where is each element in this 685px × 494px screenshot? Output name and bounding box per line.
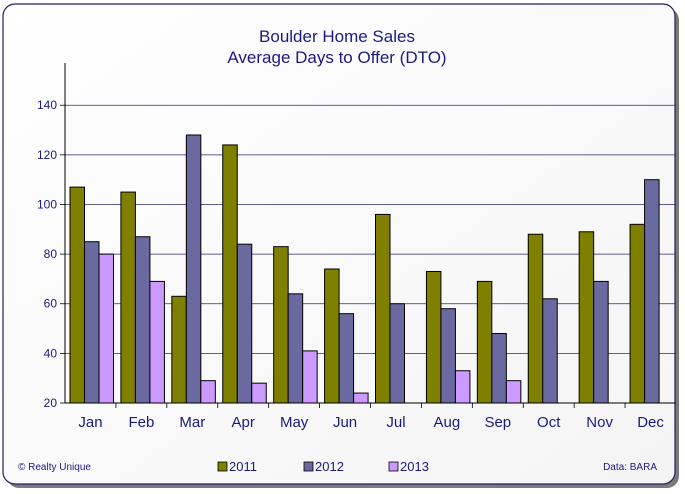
bar-2013-mar [200,380,216,404]
y-tick-label: 40 [44,346,58,360]
x-tick-label: Nov [586,414,613,431]
plot-area: 20 40 60 80 100 120 140 Jan Feb Mar Apr May Jun Jul Au… [37,63,676,431]
x-tick-label: Jun [333,414,357,431]
x-tick-label: Apr [232,414,255,431]
chart-title: Boulder Home Sales [259,27,415,46]
bar-2011-jun [324,268,340,404]
legend-label-2011: 2011 [229,459,257,474]
y-tick-label: 20 [44,396,58,410]
copyright-text: © Realty Unique [18,462,91,473]
bar-2013-jun [353,392,369,404]
chart-subtitle: Average Days to Offer (DTO) [227,48,446,67]
x-tick-label: Oct [537,414,561,431]
bar-2012-oct [542,298,558,404]
bar-2012-apr [236,243,253,404]
bar-2011-apr [222,144,238,404]
bar-2012-jun [338,313,355,404]
x-tick-label: May [280,414,309,431]
bar-2011-aug [425,270,442,404]
bar-2011-jan [69,186,85,404]
bar-2011-mar [171,295,187,404]
bar-2012-feb [134,236,151,404]
legend: 2011 2012 2013 [217,459,429,474]
legend-swatch-2013 [388,461,399,472]
x-tick-label: Jul [386,414,405,431]
bar-2013-may [302,350,318,404]
bar-2012-dec [644,179,660,404]
bar-2012-may [287,293,304,404]
bar-2013-feb [149,280,165,404]
bar-2011-oct [527,233,544,404]
y-tick-label: 120 [37,148,57,162]
bar-2013-jan [98,253,114,404]
y-tick-label: 140 [37,98,57,112]
bar-2011-may [273,246,289,404]
bar-2011-nov [578,231,595,404]
bar-2012-jan [84,241,100,404]
bar-2012-jul [389,303,405,404]
bar-2013-aug [454,370,471,404]
legend-swatch-2012 [303,461,314,472]
legend-swatch-2011 [217,461,228,472]
x-tick-label: Dec [637,414,664,431]
bar-2011-dec [629,223,646,404]
bar-2011-sep [476,280,493,404]
bar-2012-mar [185,134,202,404]
bar-2012-sep [491,333,507,404]
bar-2013-sep [505,380,522,404]
x-tick-label: Feb [128,414,154,431]
legend-label-2013: 2013 [400,459,429,474]
x-tick-label: Jan [78,414,102,431]
bar-2012-aug [440,308,456,404]
x-tick-label: Mar [179,414,205,431]
data-source-text: Data: BARA [603,462,657,473]
bar-2011-feb [120,191,136,404]
y-tick-label: 80 [44,247,58,261]
bar-2013-apr [251,382,267,404]
x-tick-label: Sep [484,414,511,431]
chart-border [2,3,676,485]
bar-2011-jul [375,213,391,404]
y-tick-label: 60 [44,297,58,311]
legend-label-2012: 2012 [315,459,344,474]
y-tick-label: 100 [37,197,57,211]
bar-2012-nov [593,280,609,404]
x-tick-label: Aug [434,414,461,431]
